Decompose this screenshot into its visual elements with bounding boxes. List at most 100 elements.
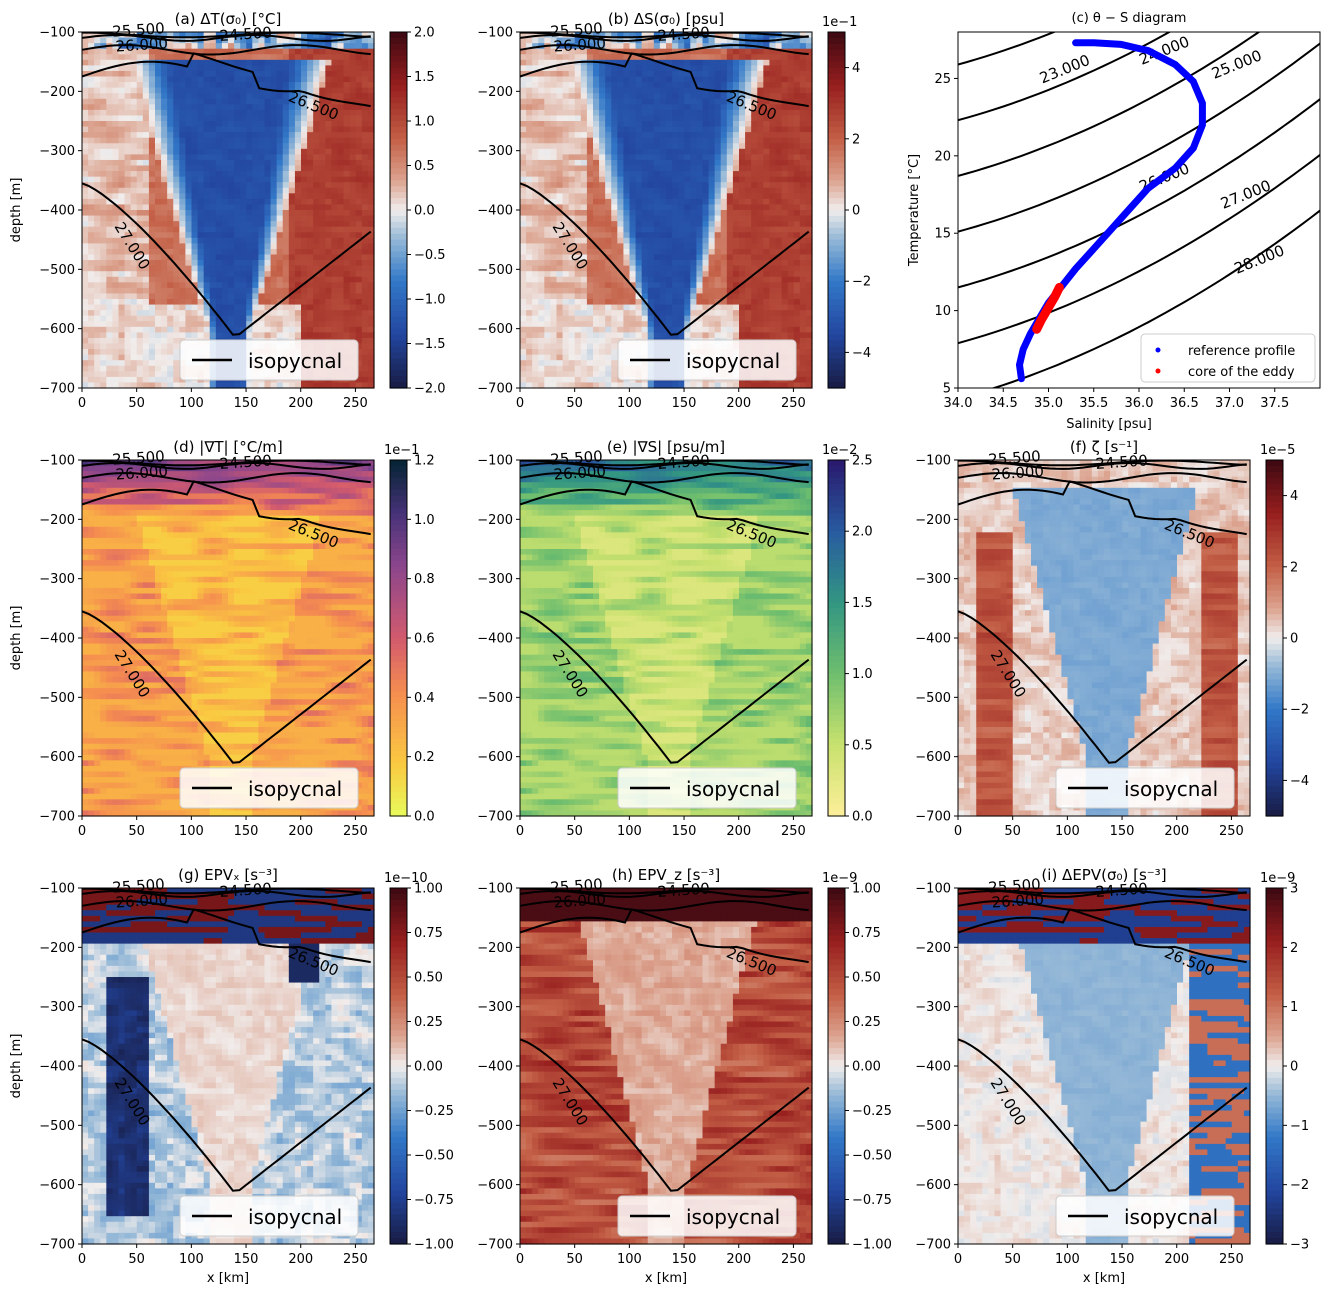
heatmap-cell (82, 121, 89, 127)
colorbar-segment (390, 311, 407, 318)
heatmap-cell (216, 199, 223, 205)
heatmap-cell (94, 316, 101, 322)
heatmap-cell (611, 243, 618, 249)
heatmap-cell (143, 154, 150, 160)
heatmap-cell (319, 182, 326, 188)
heatmap-cell (325, 310, 332, 316)
heatmap-cell (605, 216, 612, 222)
heatmap-cell (684, 149, 691, 155)
heatmap-cell (593, 349, 600, 355)
heatmap-cell (544, 166, 551, 172)
heatmap-cell (319, 138, 326, 144)
heatmap-cell (234, 60, 241, 66)
heatmap-cell (593, 71, 600, 77)
heatmap-cell (526, 238, 533, 244)
heatmap-cell (630, 327, 637, 333)
heatmap-cell (331, 204, 338, 210)
heatmap-cell (678, 288, 685, 294)
heatmap-cell (112, 277, 119, 283)
heatmap-cell (179, 104, 186, 110)
heatmap-cell (82, 355, 89, 361)
heatmap-cell (198, 249, 205, 255)
heatmap-cell (173, 149, 180, 155)
heatmap-cell (137, 88, 144, 94)
heatmap-cell (636, 232, 643, 238)
heatmap-cell (678, 310, 685, 316)
heatmap-cell (216, 299, 223, 305)
heatmap-cell (338, 93, 345, 99)
heatmap-cell (185, 188, 192, 194)
heatmap-cell (173, 65, 180, 71)
heatmap-cell (593, 82, 600, 88)
heatmap-cell (672, 238, 679, 244)
heatmap-cell (581, 238, 588, 244)
heatmap-cell (325, 238, 332, 244)
heatmap-cell (161, 199, 168, 205)
heatmap-cell (246, 260, 253, 266)
heatmap-cell (289, 221, 296, 227)
heatmap-cell (362, 310, 369, 316)
heatmap-cell (587, 332, 594, 338)
heatmap-cell (660, 88, 667, 94)
heatmap-cell (234, 110, 241, 116)
heatmap-cell (313, 65, 320, 71)
heatmap-cell (216, 227, 223, 233)
heatmap-cell (301, 260, 308, 266)
heatmap-cell (599, 160, 606, 166)
heatmap-cell (82, 305, 89, 311)
heatmap-cell (313, 293, 320, 299)
heatmap-cell (581, 121, 588, 127)
heatmap-cell (283, 310, 290, 316)
heatmap-cell (210, 332, 217, 338)
heatmap-cell (587, 160, 594, 166)
heatmap-cell (277, 260, 284, 266)
heatmap-cell (672, 310, 679, 316)
heatmap-cell (161, 221, 168, 227)
heatmap-cell (636, 305, 643, 311)
heatmap-cell (678, 149, 685, 155)
heatmap-cell (185, 93, 192, 99)
heatmap-cell (240, 88, 247, 94)
heatmap-cell (623, 310, 630, 316)
heatmap-cell (137, 177, 144, 183)
heatmap-cell (611, 210, 618, 216)
heatmap-cell (289, 266, 296, 272)
heatmap-cell (137, 288, 144, 294)
heatmap-cell (289, 143, 296, 149)
heatmap-cell (362, 255, 369, 261)
heatmap-cell (654, 149, 661, 155)
heatmap-cell (672, 193, 679, 199)
heatmap-cell (593, 210, 600, 216)
heatmap-cell (234, 104, 241, 110)
heatmap-cell (289, 138, 296, 144)
heatmap-cell (301, 182, 308, 188)
heatmap-cell (544, 71, 551, 77)
heatmap-cell (246, 238, 253, 244)
heatmap-cell (630, 310, 637, 316)
heatmap-cell (599, 377, 606, 383)
heatmap-cell (544, 360, 551, 366)
heatmap-cell (112, 132, 119, 138)
heatmap-cell (325, 132, 332, 138)
heatmap-cell (338, 171, 345, 177)
heatmap-cell (520, 65, 527, 71)
heatmap-cell (344, 216, 351, 222)
heatmap-cell (119, 366, 126, 372)
heatmap-cell (544, 349, 551, 355)
heatmap-cell (112, 332, 119, 338)
heatmap-cell (642, 127, 649, 133)
heatmap-cell (295, 255, 302, 261)
heatmap-cell (550, 266, 557, 272)
colorbar-tick-label: −1.5 (414, 337, 446, 352)
heatmap-cell (246, 305, 253, 311)
heatmap-cell (125, 65, 132, 71)
heatmap-cell (161, 321, 168, 327)
heatmap-cell (362, 132, 369, 138)
heatmap-cell (563, 99, 570, 105)
heatmap-cell (131, 188, 138, 194)
heatmap-cell (301, 127, 308, 133)
heatmap-cell (605, 310, 612, 316)
heatmap-cell (532, 310, 539, 316)
heatmap-cell (532, 227, 539, 233)
heatmap-cell (82, 188, 89, 194)
